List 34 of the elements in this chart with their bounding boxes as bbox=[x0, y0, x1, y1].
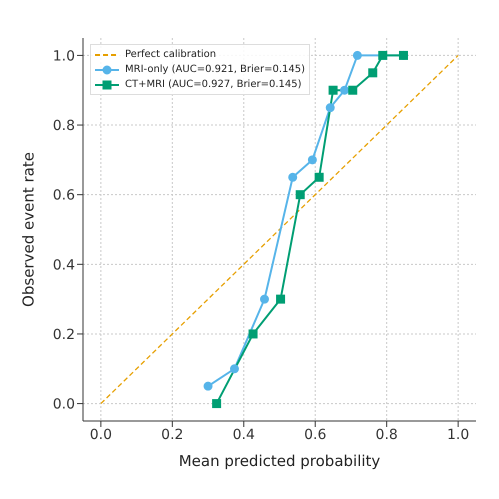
y-tick-label: 0.6 bbox=[52, 188, 76, 204]
point bbox=[340, 86, 350, 95]
x-axis-title: Mean predicted probability bbox=[178, 452, 380, 470]
point bbox=[348, 86, 358, 95]
y-tick-label: 1.0 bbox=[52, 48, 75, 64]
x-tick-label: 0.2 bbox=[161, 426, 184, 443]
point bbox=[212, 399, 222, 408]
x-tick-label: 0.8 bbox=[376, 426, 398, 443]
point bbox=[308, 155, 317, 164]
point bbox=[276, 294, 286, 304]
y-axis-title: Observed event rate bbox=[19, 152, 38, 307]
x-tick-label: 0.6 bbox=[304, 426, 326, 443]
y-tick-label: 0.0 bbox=[52, 396, 75, 413]
point bbox=[260, 294, 269, 304]
point bbox=[204, 382, 213, 391]
point bbox=[248, 329, 258, 338]
point bbox=[314, 172, 324, 182]
y-tick-label: 0.2 bbox=[52, 326, 75, 343]
point bbox=[328, 86, 338, 95]
y-tick-label: 0.4 bbox=[52, 257, 76, 274]
x-tick-label: 0.4 bbox=[232, 426, 255, 443]
x-tick-label: 0.0 bbox=[90, 426, 112, 443]
point bbox=[378, 50, 388, 60]
point bbox=[230, 364, 239, 374]
legend-label: MRI-only (AUC=0.921, Brier=0.145) bbox=[125, 63, 305, 77]
legend-label: CT+MRI (AUC=0.927, Brier=0.145) bbox=[125, 78, 302, 92]
point bbox=[288, 172, 298, 182]
y-tick-label: 0.8 bbox=[52, 118, 75, 134]
point bbox=[352, 50, 362, 60]
point bbox=[368, 68, 378, 78]
legend-label: Perfect calibration bbox=[125, 48, 216, 62]
point bbox=[296, 190, 305, 200]
point bbox=[326, 103, 335, 112]
x-tick-label: 1.0 bbox=[447, 426, 470, 443]
